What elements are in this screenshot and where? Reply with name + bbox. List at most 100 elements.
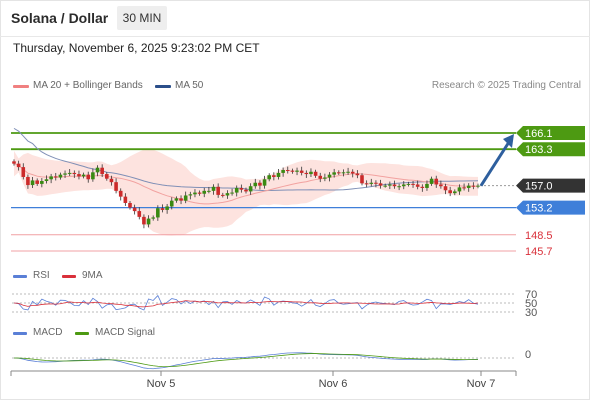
candle	[369, 178, 374, 187]
candle	[58, 172, 63, 180]
candle	[392, 180, 397, 189]
candle	[105, 172, 109, 181]
candle	[420, 184, 425, 192]
forecast-arrow-head	[503, 134, 514, 148]
candle	[355, 170, 360, 179]
header: Solana / Dollar 30 MIN	[0, 0, 590, 36]
candle	[12, 159, 16, 166]
candle	[211, 184, 216, 195]
rsi-level-50: 50	[525, 298, 537, 310]
header-divider	[0, 36, 590, 37]
svg-text:157.0: 157.0	[525, 181, 553, 193]
candle	[21, 163, 26, 180]
candle	[151, 215, 155, 221]
timestamp: Thursday, November 6, 2025 9:23:02 PM CE…	[13, 41, 260, 55]
x-label-nov7: Nov 7	[467, 378, 496, 390]
candle	[30, 177, 35, 189]
candle	[378, 179, 383, 189]
candle	[471, 182, 476, 190]
candle	[304, 170, 309, 178]
candle	[341, 169, 346, 177]
candle	[295, 167, 299, 176]
candle	[272, 172, 276, 181]
candle	[137, 207, 142, 220]
level-label-target: 163.3	[516, 142, 585, 157]
candle	[221, 192, 225, 198]
candle	[234, 185, 239, 197]
candle	[276, 169, 281, 180]
candle	[230, 188, 234, 196]
candle	[434, 175, 439, 188]
macd-signal-line	[13, 353, 479, 368]
candle	[67, 169, 72, 176]
candle	[142, 214, 146, 229]
candle	[128, 200, 132, 210]
candle	[309, 168, 313, 178]
candle	[165, 203, 169, 214]
ma50-swatch	[155, 85, 171, 88]
ma50-legend: MA 50	[175, 80, 204, 91]
candle	[174, 196, 179, 203]
rsi-swatch	[13, 275, 27, 278]
candle	[299, 166, 304, 176]
svg-text:163.3: 163.3	[525, 144, 553, 156]
candle	[462, 183, 466, 191]
candle	[244, 187, 248, 194]
candle	[91, 168, 95, 182]
ma20-legend: MA 20 + Bollinger Bands	[33, 80, 143, 91]
candle	[425, 180, 429, 191]
forecast-arrow	[479, 134, 514, 187]
candle	[179, 195, 183, 205]
rsi-pane: 70 50 30	[12, 289, 537, 319]
candle	[146, 215, 151, 228]
candle	[197, 190, 202, 196]
candle	[285, 166, 290, 174]
candle	[118, 188, 123, 201]
candle	[281, 167, 285, 177]
candle	[453, 189, 457, 196]
candle	[346, 167, 350, 175]
x-label-nov6: Nov 6	[319, 378, 348, 390]
level-lines	[11, 132, 516, 252]
candle	[160, 204, 165, 213]
candle	[290, 168, 295, 174]
ma20-swatch	[13, 85, 29, 88]
rsi-ma-swatch	[62, 275, 76, 278]
candle	[411, 180, 415, 188]
candle	[81, 172, 86, 179]
candle	[476, 183, 480, 189]
candle	[429, 176, 434, 186]
rsi-level-30: 30	[525, 307, 537, 319]
candle	[406, 181, 411, 187]
candle	[401, 181, 406, 190]
x-axis: Nov 5 Nov 6 Nov 7	[10, 370, 517, 390]
candle	[383, 183, 387, 188]
candle	[72, 170, 77, 178]
level-label-pivot: 153.2	[516, 200, 585, 215]
level-label-current: 157.0	[516, 178, 585, 193]
candle	[123, 193, 128, 206]
candle	[323, 173, 327, 182]
svg-text:166.1: 166.1	[525, 128, 553, 140]
level-labels: 166.1 163.3 157.0 153.2 148.5 145.7	[516, 126, 585, 258]
macd-pane: 0	[12, 349, 531, 370]
candle	[193, 189, 197, 198]
candle	[49, 173, 53, 184]
candle	[332, 168, 336, 178]
candle	[44, 175, 49, 184]
macd-zero-label: 0	[525, 349, 531, 361]
candle	[337, 170, 341, 175]
x-label-nov5: Nov 5	[147, 378, 176, 390]
candle	[16, 160, 21, 171]
candle	[225, 190, 230, 199]
candle	[26, 174, 30, 189]
candle	[35, 178, 39, 186]
candle	[318, 172, 323, 183]
rsi-ma-legend: 9MA	[82, 270, 103, 281]
candle	[40, 178, 44, 188]
candle	[63, 170, 67, 179]
candle	[388, 181, 392, 190]
candle	[114, 178, 118, 194]
timeframe-button[interactable]: 30 MIN	[117, 6, 167, 30]
macd-signal-legend: MACD Signal	[95, 327, 156, 338]
